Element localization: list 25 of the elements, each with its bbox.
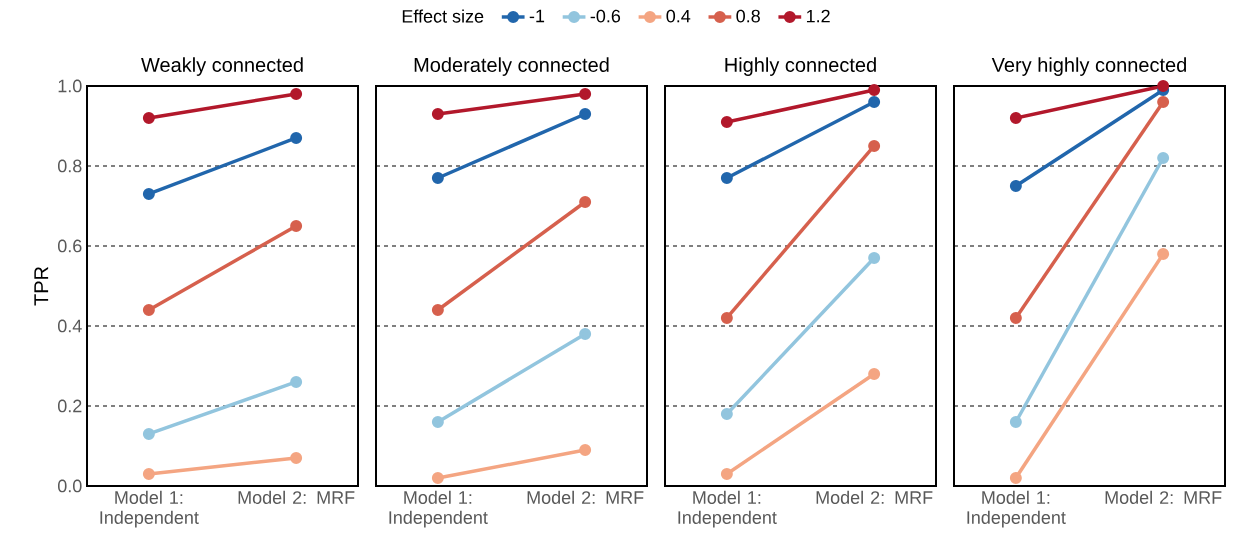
x-tick-label: Model 2: MRF [527, 490, 644, 504]
x-tick-label: Model 1: Independent [678, 490, 777, 528]
chart-title: Highly connected [725, 57, 876, 76]
y-axis-title: TPR [34, 266, 49, 306]
y-tick-label: 0.6 [57, 239, 82, 253]
legend-label: 0.8 [736, 9, 760, 23]
x-tick-label: Model 2: MRF [1105, 490, 1222, 504]
x-tick-label: Model 1: Independent [100, 490, 199, 528]
y-tick-label: 0.8 [57, 159, 82, 173]
legend-label: 0.4 [666, 9, 691, 23]
legend-label: -1 [529, 9, 545, 23]
x-tick-label: Model 1: Independent [967, 490, 1066, 528]
y-tick-label: 1.0 [58, 79, 82, 93]
chart-title: Weakly connected [141, 57, 303, 76]
x-tick-label: Model 2: MRF [816, 490, 933, 504]
y-tick-label: 0.0 [57, 479, 82, 493]
chart-title: Moderately connected [414, 57, 609, 76]
chart-title: Very highly connected [991, 57, 1187, 76]
y-tick-label: 0.4 [57, 319, 82, 333]
x-tick-label: Model 1: Independent [389, 490, 488, 528]
legend-title: Effect size [402, 9, 484, 23]
y-tick-label: 0.2 [57, 399, 82, 413]
x-tick-label: Model 2: MRF [238, 490, 355, 504]
legend-label: -0.6 [590, 9, 621, 23]
legend-label: 1.2 [806, 9, 830, 23]
